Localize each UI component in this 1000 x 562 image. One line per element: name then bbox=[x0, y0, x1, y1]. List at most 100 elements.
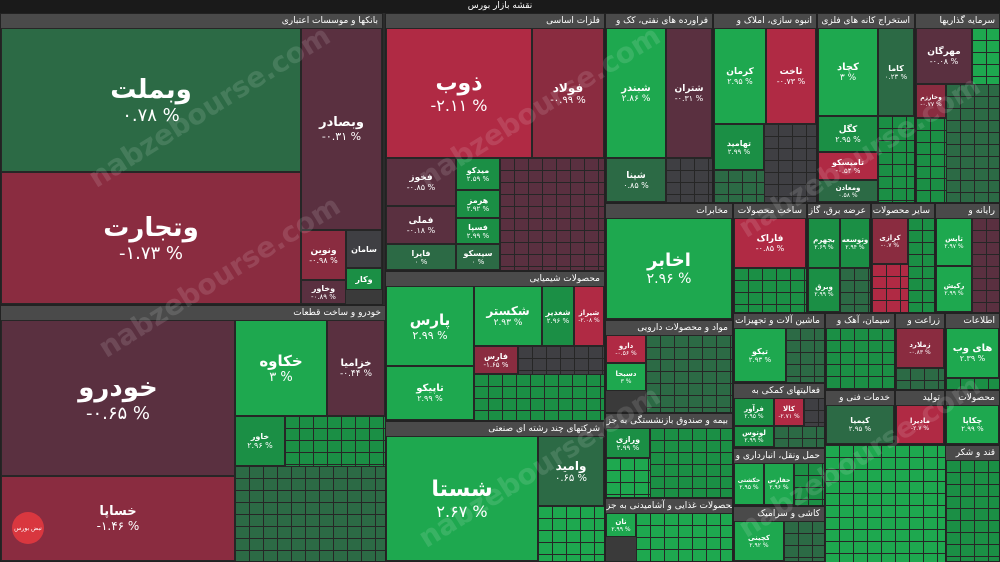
small-cells bbox=[784, 521, 824, 561]
cell-kgol[interactable]: کگل ۲.۹۵ % bbox=[818, 116, 878, 152]
cell-shiran[interactable]: شیراز -۲.۰۸ % bbox=[574, 286, 604, 346]
cell-famely[interactable]: فاراک -۰.۸۵ % bbox=[734, 218, 806, 268]
sector-label: کاشی و سرامیک bbox=[734, 507, 824, 521]
cell-vkhavar[interactable]: وخاور -۰.۸۹ % bbox=[301, 280, 346, 304]
cell-zob[interactable]: ذوب -۲.۱۱ % bbox=[386, 28, 532, 158]
sector-label: اطلاعات bbox=[946, 314, 999, 328]
cell-shasta[interactable]: شستا ۲.۶۷ % bbox=[386, 436, 538, 561]
sector-label: سایر محصولات bbox=[872, 204, 934, 218]
cell-shekastar[interactable]: شکستر ۲.۹۳ % bbox=[474, 286, 542, 346]
small-cells bbox=[650, 428, 732, 497]
small-cells bbox=[840, 268, 870, 312]
cell-tamisco[interactable]: تامیسکو -۰.۵۴ % bbox=[818, 152, 878, 180]
cell-fira[interactable]: فایرا ۰ % bbox=[386, 244, 456, 270]
small-cells bbox=[734, 268, 806, 312]
small-cells bbox=[972, 218, 999, 312]
cell-fars[interactable]: فارس -۱.۶۵ % bbox=[474, 346, 518, 374]
cell-kaveh[interactable]: وبرق ۲.۹۹ % bbox=[808, 268, 840, 312]
cell-tikeh[interactable]: تیکو ۲.۹۳ % bbox=[734, 328, 786, 382]
sector-label: ماشین آلات و تجهیزات bbox=[734, 314, 824, 328]
cell-sharan[interactable]: کرمان ۲.۹۵ % bbox=[714, 28, 766, 124]
cell-zmahan[interactable]: زملارد -۰.۸۳ % bbox=[896, 328, 944, 368]
cell-chekapa[interactable]: چکاپا ۲.۹۹ % bbox=[946, 405, 999, 444]
cell-vbsader[interactable]: وبصادر -۰.۳۱ % bbox=[301, 28, 382, 230]
cell-vamid[interactable]: وامید ۰.۶۵ % bbox=[538, 436, 604, 506]
cell-madira[interactable]: مادیرا -۲.۷ % bbox=[896, 405, 944, 444]
small-cells bbox=[538, 506, 604, 561]
cell-vbmelat[interactable]: وبملت ۰.۷۸ % bbox=[1, 28, 301, 172]
sector-label: حمل ونقل، انبارداری و bbox=[734, 449, 824, 463]
cell-kama[interactable]: کاما ۰.۲۳ % bbox=[878, 28, 914, 116]
cell-faly[interactable]: فملی -۰.۱۸ % bbox=[386, 206, 456, 244]
cell-damavand[interactable]: دارو -۰.۵۶ % bbox=[606, 335, 646, 363]
sector-label: مواد و محصولات دارویی bbox=[606, 321, 732, 335]
cell-khavar[interactable]: خاور ۲.۹۶ % bbox=[235, 416, 285, 466]
cell-akhaber[interactable]: اخابر ۲.۹۶ % bbox=[606, 218, 732, 319]
cell-lotos[interactable]: لوتوس ۲.۹۹ % bbox=[734, 426, 774, 447]
page-title: نقشه بازار بورس bbox=[0, 0, 1000, 13]
small-cells bbox=[235, 466, 385, 561]
cell-khakaveh[interactable]: خکاوه ۳ % bbox=[235, 320, 327, 416]
cell-pars[interactable]: پارس ۲.۹۹ % bbox=[386, 286, 474, 366]
small-cells bbox=[826, 328, 894, 389]
sector-label: بیمه و صندوق بازنشستگی به جز bbox=[606, 414, 732, 428]
cell-kchini[interactable]: کچینی ۲.۹۲ % bbox=[734, 521, 784, 561]
small-cells bbox=[794, 463, 824, 505]
sector-label: مخابرات bbox=[606, 204, 732, 218]
cell-kimoan[interactable]: کیمیا ۲.۹۵ % bbox=[826, 405, 894, 444]
cell-kchad[interactable]: کچاد ۳ % bbox=[818, 28, 878, 116]
cell-tapiko[interactable]: تاپیکو ۲.۹۹ % bbox=[386, 366, 474, 420]
small-cells bbox=[804, 398, 824, 426]
cell-fvaz[interactable]: بجهرم ۲.۶۹ % bbox=[808, 218, 840, 268]
cell-dalbar[interactable]: دسبحا ۳ % bbox=[606, 363, 646, 391]
cell-shetran[interactable]: شتران -۰.۳۱ % bbox=[666, 28, 712, 158]
cell-vari[interactable]: ورازی ۲.۹۹ % bbox=[606, 428, 650, 458]
sector-label: خدمات فنی و bbox=[826, 391, 894, 405]
sector-label: انبوه سازی، املاک و bbox=[714, 14, 816, 28]
cell-khodmat[interactable]: کرازی -۰.۷ % bbox=[872, 218, 908, 264]
cell-khzamia[interactable]: خزامیا -۰.۴۴ % bbox=[327, 320, 385, 416]
cell-shgharan[interactable]: شغدیر ۲.۹۶ % bbox=[542, 286, 574, 346]
cell-rakish[interactable]: رکیش ۲.۹۹ % bbox=[936, 266, 972, 312]
cell-vkar[interactable]: وکار bbox=[346, 268, 382, 290]
small-cells bbox=[666, 158, 712, 202]
sector-label: محصولات شیمیایی bbox=[386, 272, 604, 286]
cell-faraz[interactable]: حفارس ۲.۹۶ % bbox=[764, 463, 794, 505]
cell-foolad[interactable]: فولاد -۰.۹۹ % bbox=[532, 28, 604, 158]
cell-vnovin[interactable]: ونوین -۰.۹۸ % bbox=[301, 230, 346, 280]
cell-shabandar[interactable]: شبندر ۲.۸۶ % bbox=[606, 28, 666, 158]
cell-jtoseh[interactable]: وتوسعه ۲.۹۴ % bbox=[840, 218, 870, 268]
sector-label: زراعت و bbox=[896, 314, 944, 328]
small-cells bbox=[714, 170, 764, 202]
cell-taps[interactable]: تاپس ۲.۹۷ % bbox=[936, 218, 972, 266]
sector-label: تولید bbox=[896, 391, 944, 405]
cell-fkhooz[interactable]: فخوز -۰.۸۵ % bbox=[386, 158, 456, 206]
cell-vmadan[interactable]: ومعادن ۰.۵۸ % bbox=[818, 180, 878, 202]
sector-label: فراورده های نفتی، کک و bbox=[606, 14, 712, 28]
sector-label: سیمان، آهک و bbox=[826, 314, 894, 328]
cell-naeit[interactable]: نان ۲.۹۹ % bbox=[606, 513, 636, 537]
cell-saman[interactable]: سامان bbox=[346, 230, 382, 268]
cell-sakht[interactable]: ثاخت -۰.۷۳ % bbox=[766, 28, 816, 124]
cell-hvb[interactable]: های وب ۲.۳۹ % bbox=[946, 328, 999, 378]
small-cells bbox=[786, 328, 824, 382]
cell-vkharazm[interactable]: وخارزم -۰.۷۷ % bbox=[916, 84, 946, 118]
sector-label: ساخت محصولات bbox=[734, 204, 806, 218]
cell-tehamid[interactable]: تهامید ۲.۹۹ % bbox=[714, 124, 764, 170]
cell-hormoz[interactable]: هرمز ۲.۹۲ % bbox=[456, 190, 500, 218]
cell-shpana[interactable]: شپنا ۰.۸۵ % bbox=[606, 158, 666, 202]
cell-kala[interactable]: کالا -۲.۷۱ % bbox=[774, 398, 804, 426]
small-cells bbox=[646, 335, 732, 412]
small-cells bbox=[878, 116, 914, 202]
cell-fsepah[interactable]: فسپا ۲.۹۹ % bbox=[456, 218, 500, 244]
cell-mico[interactable]: میدکو ۲.۵۹ % bbox=[456, 158, 500, 190]
cell-arkan[interactable]: فرآور ۲.۹۵ % bbox=[734, 398, 774, 426]
small-cells bbox=[518, 346, 604, 374]
cell-vtejarat[interactable]: وتجارت -۱.۷۳ % bbox=[1, 172, 301, 304]
small-cells bbox=[908, 218, 934, 312]
cell-hkashti[interactable]: حکشتی ۲.۹۵ % bbox=[734, 463, 764, 505]
cell-mehrgan[interactable]: مهرگان -۰.۰۸ % bbox=[916, 28, 972, 84]
sector-label: شرکتهای چند رشته ای صنعتی bbox=[386, 422, 604, 436]
cell-sisco[interactable]: سیسکو ۰ % bbox=[456, 244, 500, 270]
cell-khodro[interactable]: خودرو -۰.۶۵ % bbox=[1, 320, 235, 476]
